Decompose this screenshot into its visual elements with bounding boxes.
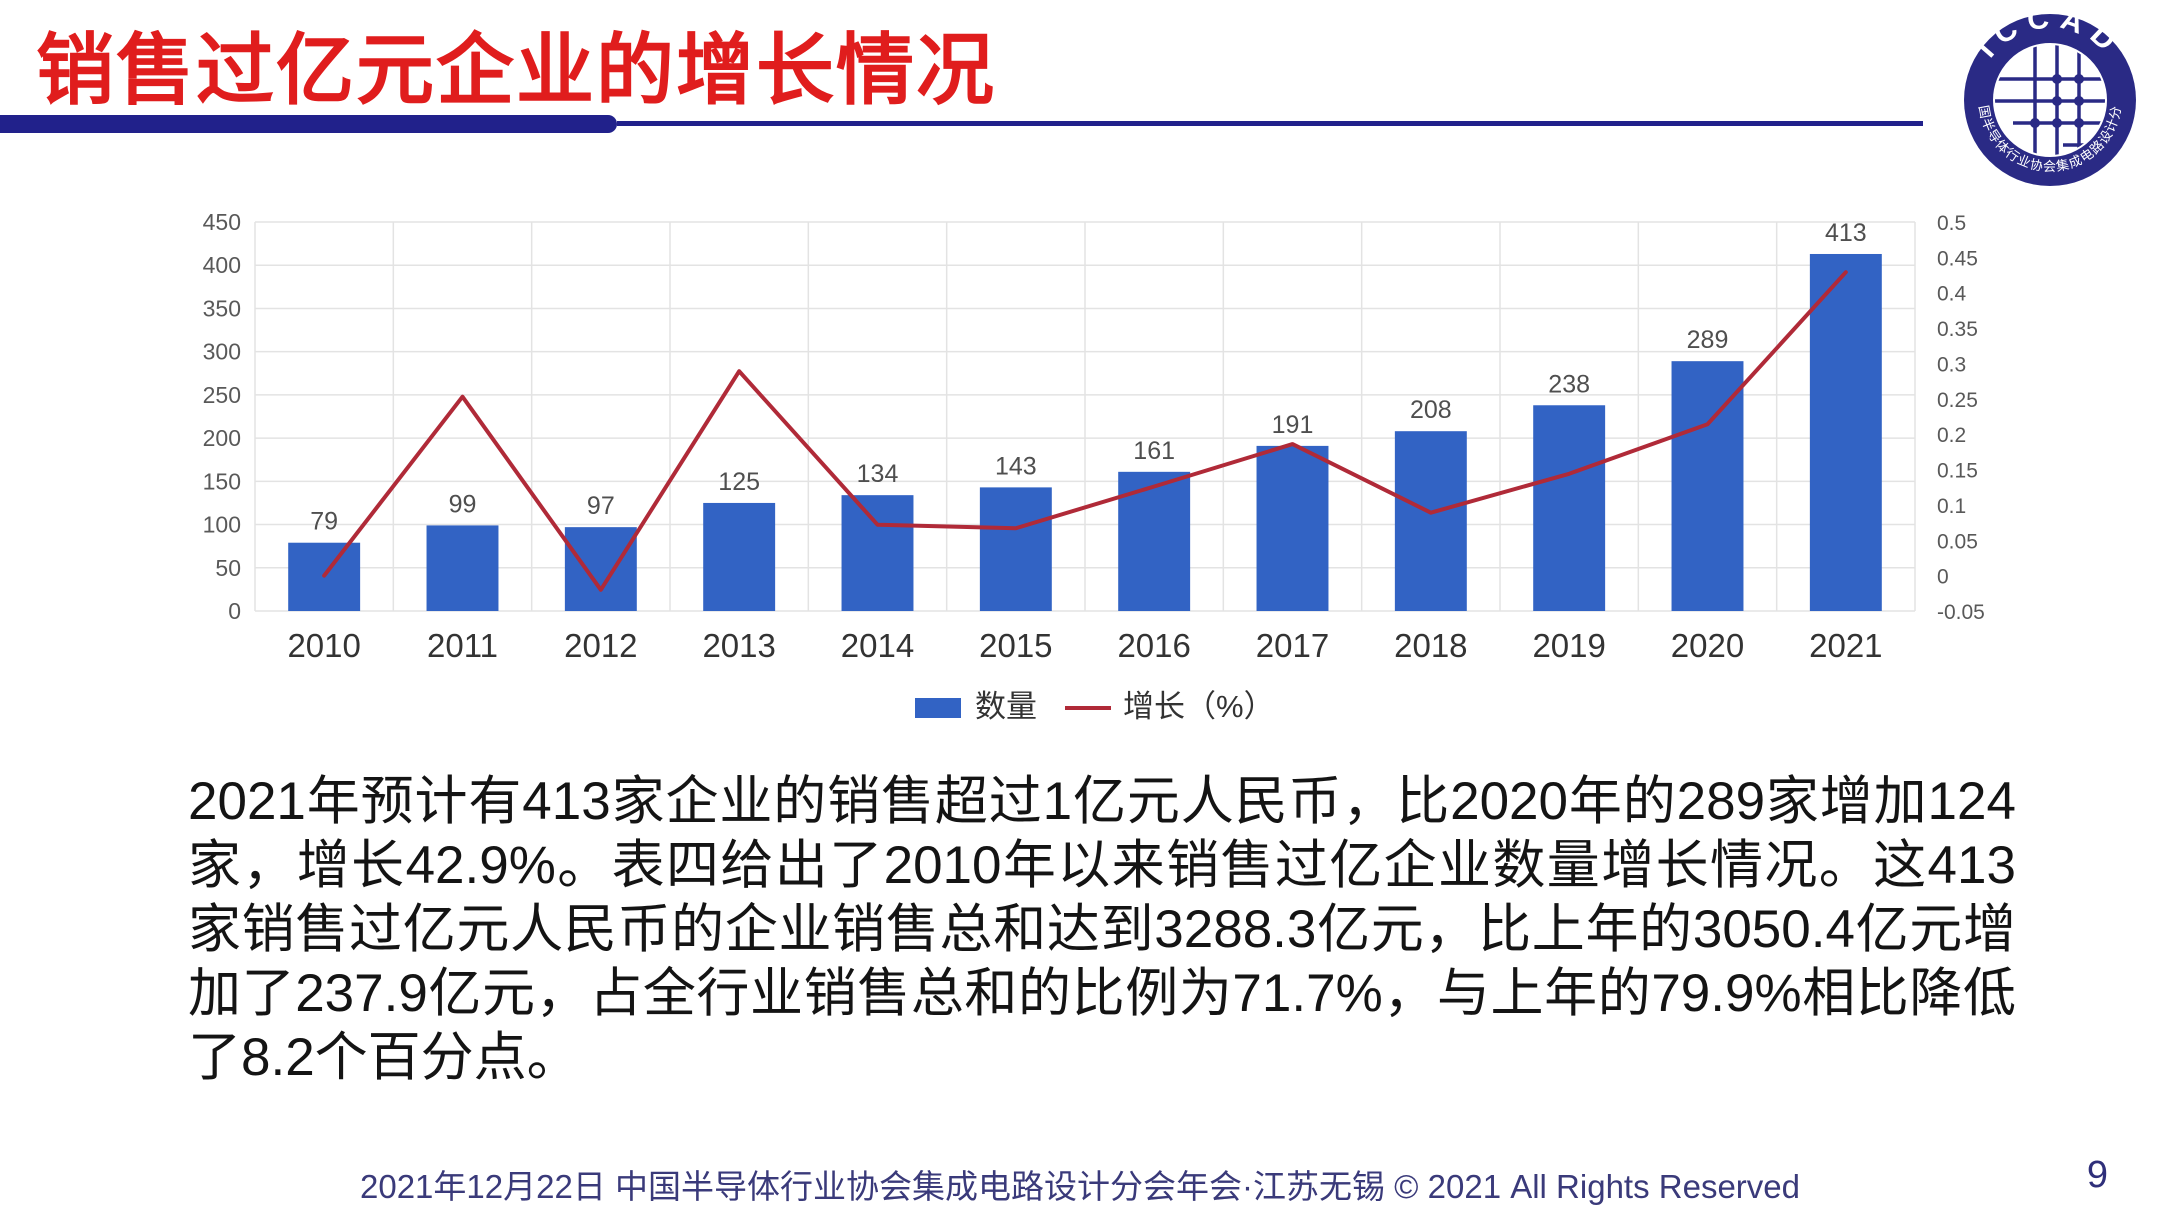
bar-value-label: 79 (310, 508, 338, 536)
bar-2014 (841, 495, 914, 611)
page-title: 销售过亿元企业的增长情况 (36, 26, 997, 114)
bar-2021 (1809, 253, 1882, 611)
right-axis-tick: -0.05 (1937, 601, 1985, 624)
left-axis-tick: 200 (203, 425, 241, 451)
right-axis-tick: 0.45 (1937, 247, 1978, 270)
x-axis-label: 2011 (427, 627, 498, 664)
right-axis-tick: 0.5 (1937, 212, 1966, 235)
growth-line (322, 270, 1848, 592)
legend-bar-swatch (915, 698, 961, 718)
bar-2019 (1533, 405, 1606, 611)
bar-2020 (1671, 361, 1744, 611)
right-axis-tick: 0.35 (1937, 318, 1978, 341)
x-axis-label: 2018 (1394, 627, 1467, 664)
bar-value-label: 208 (1410, 396, 1452, 424)
left-axis-tick: 100 (203, 512, 241, 538)
bar-value-label: 99 (449, 490, 477, 518)
right-axis-tick: 0.3 (1937, 353, 1966, 376)
x-axis-label: 2015 (979, 627, 1052, 664)
bar-2015 (979, 487, 1052, 611)
bar-value-label: 97 (587, 492, 615, 520)
bar-2013 (703, 502, 776, 611)
logo-circuit-dots (2030, 74, 2084, 128)
x-axis-label: 2020 (1671, 627, 1744, 664)
title-divider-bar (0, 115, 617, 133)
left-axis-tick: 0 (228, 598, 241, 624)
bar-2017 (1256, 445, 1329, 611)
bar-value-label: 125 (718, 468, 760, 496)
title-divider-line (617, 121, 1923, 126)
right-axis-tick: 0.4 (1937, 283, 1967, 306)
x-axis-label: 2012 (564, 627, 637, 664)
iccad-logo-icon: ICCAD 中国半导体行业协会集成电路设计分会 (1963, 13, 2136, 186)
left-axis-tick: 150 (203, 468, 241, 494)
legend-bar-label: 数量 (975, 689, 1037, 724)
right-axis-tick: 0.05 (1937, 530, 1978, 553)
left-axis-tick: 50 (215, 555, 241, 581)
bar-value-label: 143 (995, 452, 1037, 480)
x-axis-label: 2013 (702, 627, 775, 664)
footer-text: 2021年12月22日 中国半导体行业协会集成电路设计分会年会·江苏无锡 © 2… (360, 1168, 1800, 1205)
left-axis-tick: 350 (203, 295, 241, 321)
right-axis-tick: 0 (1937, 566, 1949, 589)
right-axis-tick: 0.15 (1937, 460, 1978, 483)
right-axis-tick: 0.2 (1937, 424, 1966, 447)
body-paragraph: 2021年预计有413家企业的销售超过1亿元人民币，比2020年的289家增加1… (188, 772, 2016, 1087)
right-axis-tick: 0.1 (1937, 495, 1966, 518)
bar-value-label: 413 (1825, 219, 1867, 247)
bar-value-label: 161 (1133, 437, 1175, 465)
bar-value-label: 238 (1548, 370, 1590, 398)
bar-value-label: 191 (1272, 411, 1314, 439)
bar-2018 (1394, 431, 1467, 611)
x-axis-label: 2016 (1117, 627, 1190, 664)
legend-line-label: 增长（%） (1123, 689, 1275, 724)
x-axis-label: 2019 (1532, 627, 1605, 664)
bar-value-label: 289 (1687, 326, 1729, 354)
left-axis-tick: 250 (203, 382, 241, 408)
page-number: 9 (2086, 1154, 2108, 1196)
x-axis-label: 2010 (287, 627, 360, 664)
bar-value-label: 134 (857, 460, 899, 488)
x-axis-label: 2014 (841, 627, 914, 664)
x-axis-label: 2021 (1809, 627, 1882, 664)
x-axis-label: 2017 (1256, 627, 1329, 664)
bar-2012 (564, 527, 637, 611)
right-axis-tick: 0.25 (1937, 389, 1978, 412)
left-axis-tick: 450 (203, 209, 241, 235)
left-axis-tick: 300 (203, 339, 241, 365)
left-axis-tick: 400 (203, 252, 241, 278)
companies-growth-chart: 0 50 100 150 200 250 300 350 400 450 0.5 0.45 0.4 0.3… (203, 209, 1985, 724)
bar-2011 (426, 525, 499, 611)
